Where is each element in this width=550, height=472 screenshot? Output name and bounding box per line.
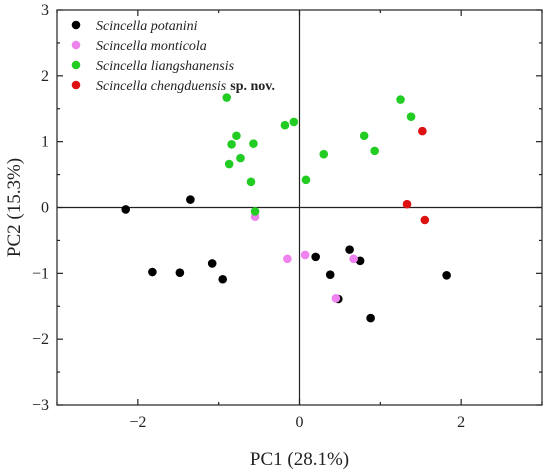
legend-marker-chengduensis [71,80,81,90]
data-point-liangshanensis [280,120,290,130]
data-point-liangshanensis [232,131,241,141]
legend-label-monticola: Scincella monticola [96,39,207,54]
data-point-potanini [186,195,195,204]
data-point-potanini [355,256,365,266]
x-axis-label: PC1 (28.1%) [250,449,349,470]
data-point-monticola [283,254,292,264]
data-point-liangshanensis [301,175,311,185]
data-point-liangshanensis [319,149,329,159]
data-point-monticola [300,250,310,260]
data-point-liangshanensis [249,139,258,148]
data-point-monticola [349,254,358,264]
plot-area: −2 0 2 −3 −2 −1 0 1 2 3 [32,2,543,431]
data-point-chengduensis [402,199,412,209]
legend-item-liangshanensis: Scincella liangshanensis [71,59,235,74]
data-point-potanini [218,274,228,284]
data-point-liangshanensis [224,159,234,169]
data-point-liangshanensis [370,146,379,156]
legend-item-monticola: Scincella monticola [71,39,207,54]
data-point-liangshanensis [250,207,260,216]
y-tick-label: 1 [41,134,49,151]
y-tick-label: 0 [41,200,49,217]
data-point-potanini [121,205,131,214]
legend-label-sp-nov: sp. nov. [230,79,275,94]
axis-ticks: −2 0 2 −3 −2 −1 0 1 2 3 [32,2,543,431]
data-point-chengduensis [418,126,427,136]
data-point-liangshanensis [289,117,299,127]
legend: Scincella potanini Scincella monticola S… [71,19,275,94]
data-point-potanini [442,271,451,280]
data-points [121,93,451,323]
data-point-potanini [325,270,335,279]
data-point-potanini [311,252,320,262]
data-point-liangshanensis [396,95,405,104]
legend-label-liangshanensis: Scincella liangshanensis [96,59,235,74]
legend-marker-liangshanensis [71,60,81,70]
data-point-potanini [175,268,185,277]
legend-item-potanini: Scincella potanini [71,19,198,34]
legend-marker-monticola [71,40,81,50]
data-point-liangshanensis [406,112,416,121]
data-point-potanini [148,267,157,277]
x-tick-label: −2 [129,414,146,431]
y-tick-label: 2 [41,68,49,85]
data-point-potanini [207,259,217,268]
y-tick-label: −3 [32,397,49,414]
data-point-liangshanensis [227,140,236,149]
y-tick-label: −1 [32,265,49,282]
y-tick-label: 3 [41,2,49,19]
legend-label-potanini: Scincella potanini [96,19,198,34]
data-point-potanini [345,245,354,254]
data-point-liangshanensis [236,153,245,163]
data-point-liangshanensis [359,131,369,141]
y-axis-label: PC2 (15.3%) [4,158,25,257]
data-point-liangshanensis [222,93,232,102]
data-point-monticola [331,294,341,303]
data-point-chengduensis [420,215,430,225]
legend-marker-potanini [71,20,81,30]
y-tick-label: −2 [32,331,49,348]
legend-item-chengduensis: Scincella chengduensis sp. nov. [71,79,275,94]
legend-label-chengduensis: Scincella chengduensis sp. nov. [96,79,275,94]
data-point-potanini [366,313,375,323]
data-point-liangshanensis [246,177,256,187]
x-tick-label: 2 [457,414,465,431]
legend-label-chengduensis-name: Scincella chengduensis [96,79,227,94]
x-tick-label: 0 [296,414,304,431]
